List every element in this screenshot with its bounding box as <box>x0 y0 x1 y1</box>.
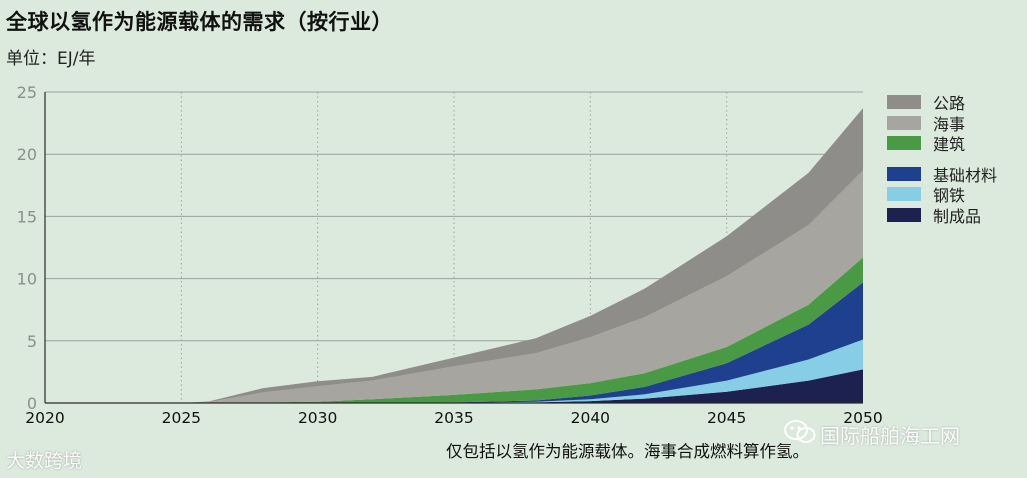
legend-label: 海事 <box>933 114 966 134</box>
unit-label: 单位：EJ/年 <box>6 49 96 69</box>
chart-title: 全球以氢作为能源载体的需求（按行业） <box>6 10 393 34</box>
legend-swatch <box>887 166 921 181</box>
x-tick-label-2035: 2035 <box>434 409 473 427</box>
x-tick-label-2050: 2050 <box>843 409 882 427</box>
legend-swatch <box>887 187 921 202</box>
legend-swatch <box>887 95 921 110</box>
x-tick-label-2030: 2030 <box>298 409 337 427</box>
footnote: 仅包括以氢作为能源载体。海事合成燃料算作氢。 <box>446 442 809 461</box>
legend-item: 公路 <box>887 92 1027 113</box>
watermark-left-text: 大数跨境 <box>6 450 83 472</box>
y-tick-label-10: 10 <box>17 270 37 289</box>
watermark-left: 大数跨境 <box>6 446 82 473</box>
legend-swatch <box>887 207 921 222</box>
x-tick-label-2025: 2025 <box>162 409 201 427</box>
y-tick-label-0: 0 <box>27 394 37 413</box>
legend-swatch <box>887 115 921 130</box>
y-tick-label-25: 25 <box>17 83 37 102</box>
legend-label: 建筑 <box>933 135 966 155</box>
x-tick-label-2040: 2040 <box>571 409 610 427</box>
legend-swatch <box>887 136 921 151</box>
wechat-icon <box>784 420 816 443</box>
x-tick-label-2020: 2020 <box>25 409 64 427</box>
legend-label: 钢铁 <box>933 186 966 206</box>
y-tick-label-20: 20 <box>17 145 37 164</box>
watermark-right: 国际船舶海工网 <box>820 424 960 448</box>
area-series-0 <box>45 369 863 403</box>
legend-label: 公路 <box>933 94 966 114</box>
legend-item: 钢铁 <box>887 184 1027 205</box>
y-tick-label-15: 15 <box>17 207 37 226</box>
legend-item: 海事 <box>887 113 1027 134</box>
y-tick-label-5: 5 <box>27 332 37 351</box>
area-series-4 <box>45 170 863 403</box>
area-series-5 <box>45 108 863 403</box>
legend-item: 基础材料 <box>887 164 1027 185</box>
legend-item: 建筑 <box>887 133 1027 154</box>
x-tick-label-2045: 2045 <box>707 409 746 427</box>
legend-label: 基础材料 <box>933 165 998 185</box>
legend-label: 制成品 <box>933 206 982 226</box>
legend: 公路 海事 建筑基础材料 钢铁 制成品 <box>887 92 1027 226</box>
legend-item: 制成品 <box>887 205 1027 226</box>
